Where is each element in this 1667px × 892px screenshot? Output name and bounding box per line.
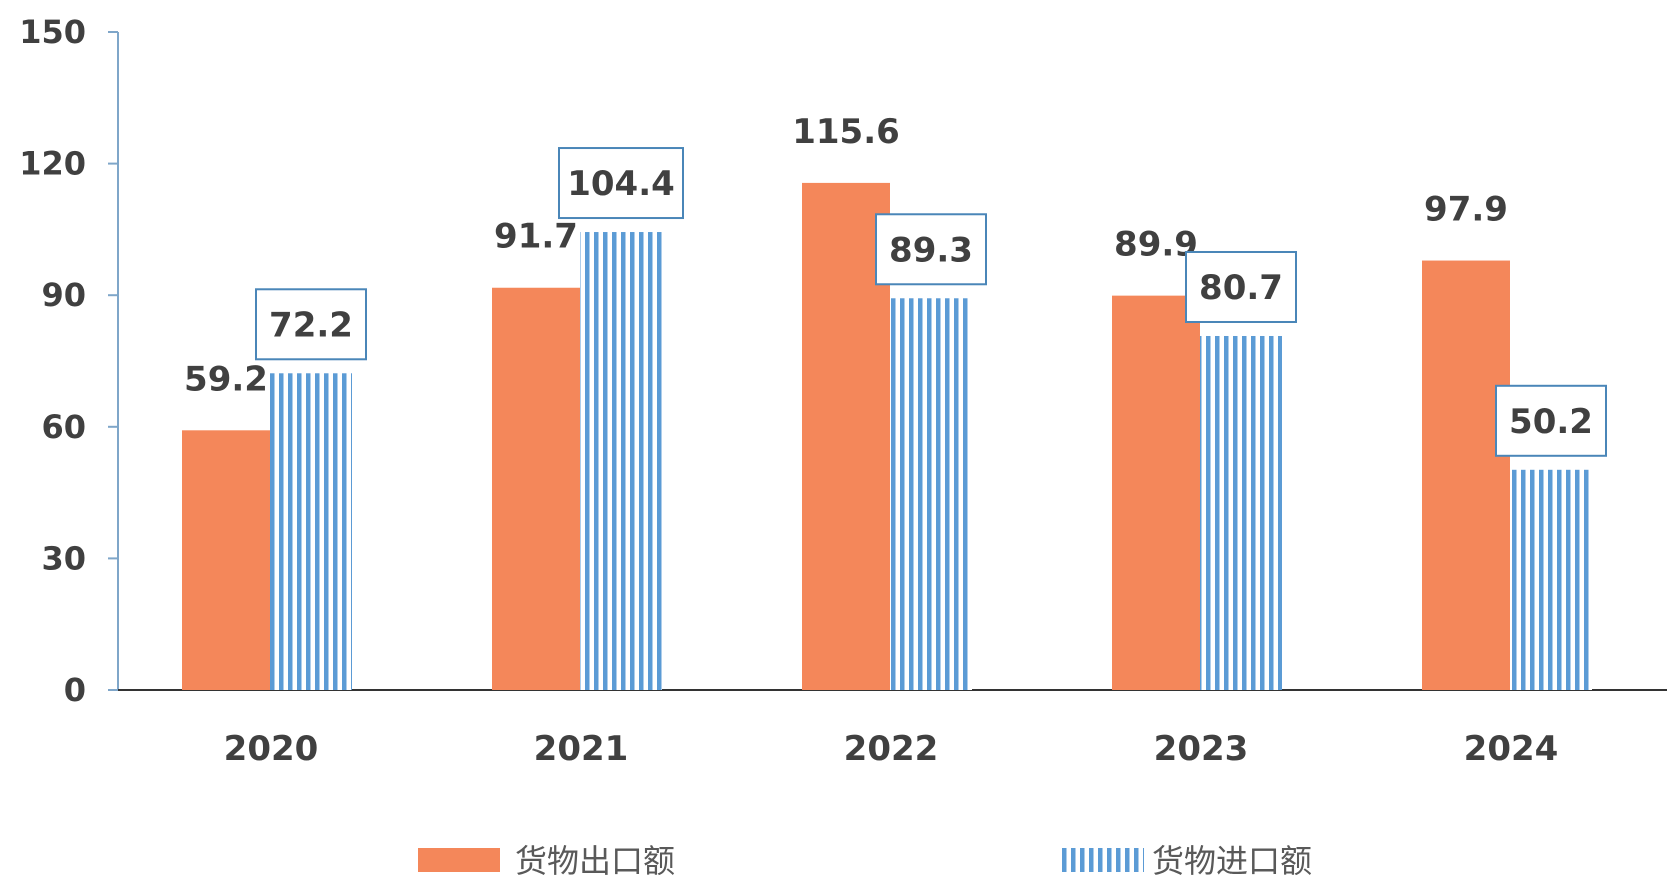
y-tick-label: 60: [41, 408, 86, 446]
bar-import: [1200, 335, 1282, 690]
data-label-import: 50.2: [1509, 402, 1593, 442]
y-tick-label: 120: [19, 145, 86, 183]
bar-import: [1510, 469, 1592, 690]
x-tick-label: 2024: [1464, 729, 1559, 769]
axes: 0 30 60 90 120 150 2020 2021 2022 2023 2024: [19, 13, 1667, 769]
data-label-box: [255, 288, 367, 361]
data-label-import: 72.2: [269, 305, 353, 345]
y-tick-label: 30: [41, 539, 86, 577]
data-label-box: [1185, 250, 1297, 323]
legend-swatch-export: [418, 848, 500, 872]
data-labels: 59.272.2 91.7 104.4 115.6 89.3 89.980.7 97.9 50…: [184, 112, 1607, 457]
bar-export: [1112, 295, 1200, 690]
bar-export: [1422, 260, 1510, 690]
bars: [182, 182, 1592, 691]
y-tick-label: 150: [19, 13, 86, 51]
legend-swatch-import: [1062, 848, 1144, 872]
data-label-import: 89.3: [889, 230, 973, 270]
data-label-import: 80.7: [1199, 268, 1283, 308]
data-label-export: 97.9: [1424, 190, 1508, 230]
bar-import: [890, 298, 972, 690]
x-tick-label: 2021: [534, 729, 629, 769]
y-tick-label: 90: [41, 276, 86, 314]
x-tick-label: 2023: [1154, 729, 1249, 769]
x-tick-label: 2020: [224, 729, 319, 769]
bar-export: [492, 287, 580, 690]
legend-label-import: 货物进口额: [1152, 842, 1312, 880]
data-label-box: [558, 147, 684, 220]
data-label-box: [1495, 384, 1607, 457]
legend-label-export: 货物出口额: [515, 842, 675, 880]
legend: 货物出口额 货物进口额: [418, 842, 1312, 880]
bar-export: [182, 430, 270, 690]
y-tick-label: 0: [64, 671, 86, 709]
data-label-export: 115.6: [792, 112, 900, 152]
data-label-export: 91.7: [494, 217, 578, 257]
bar-import: [270, 373, 352, 690]
data-label-import: 104.4: [567, 164, 675, 204]
data-label-export: 89.9: [1114, 225, 1198, 265]
data-label-box: [875, 213, 987, 286]
x-tick-label: 2022: [844, 729, 939, 769]
data-label-export: 59.2: [184, 359, 268, 399]
bar-import: [580, 232, 662, 691]
